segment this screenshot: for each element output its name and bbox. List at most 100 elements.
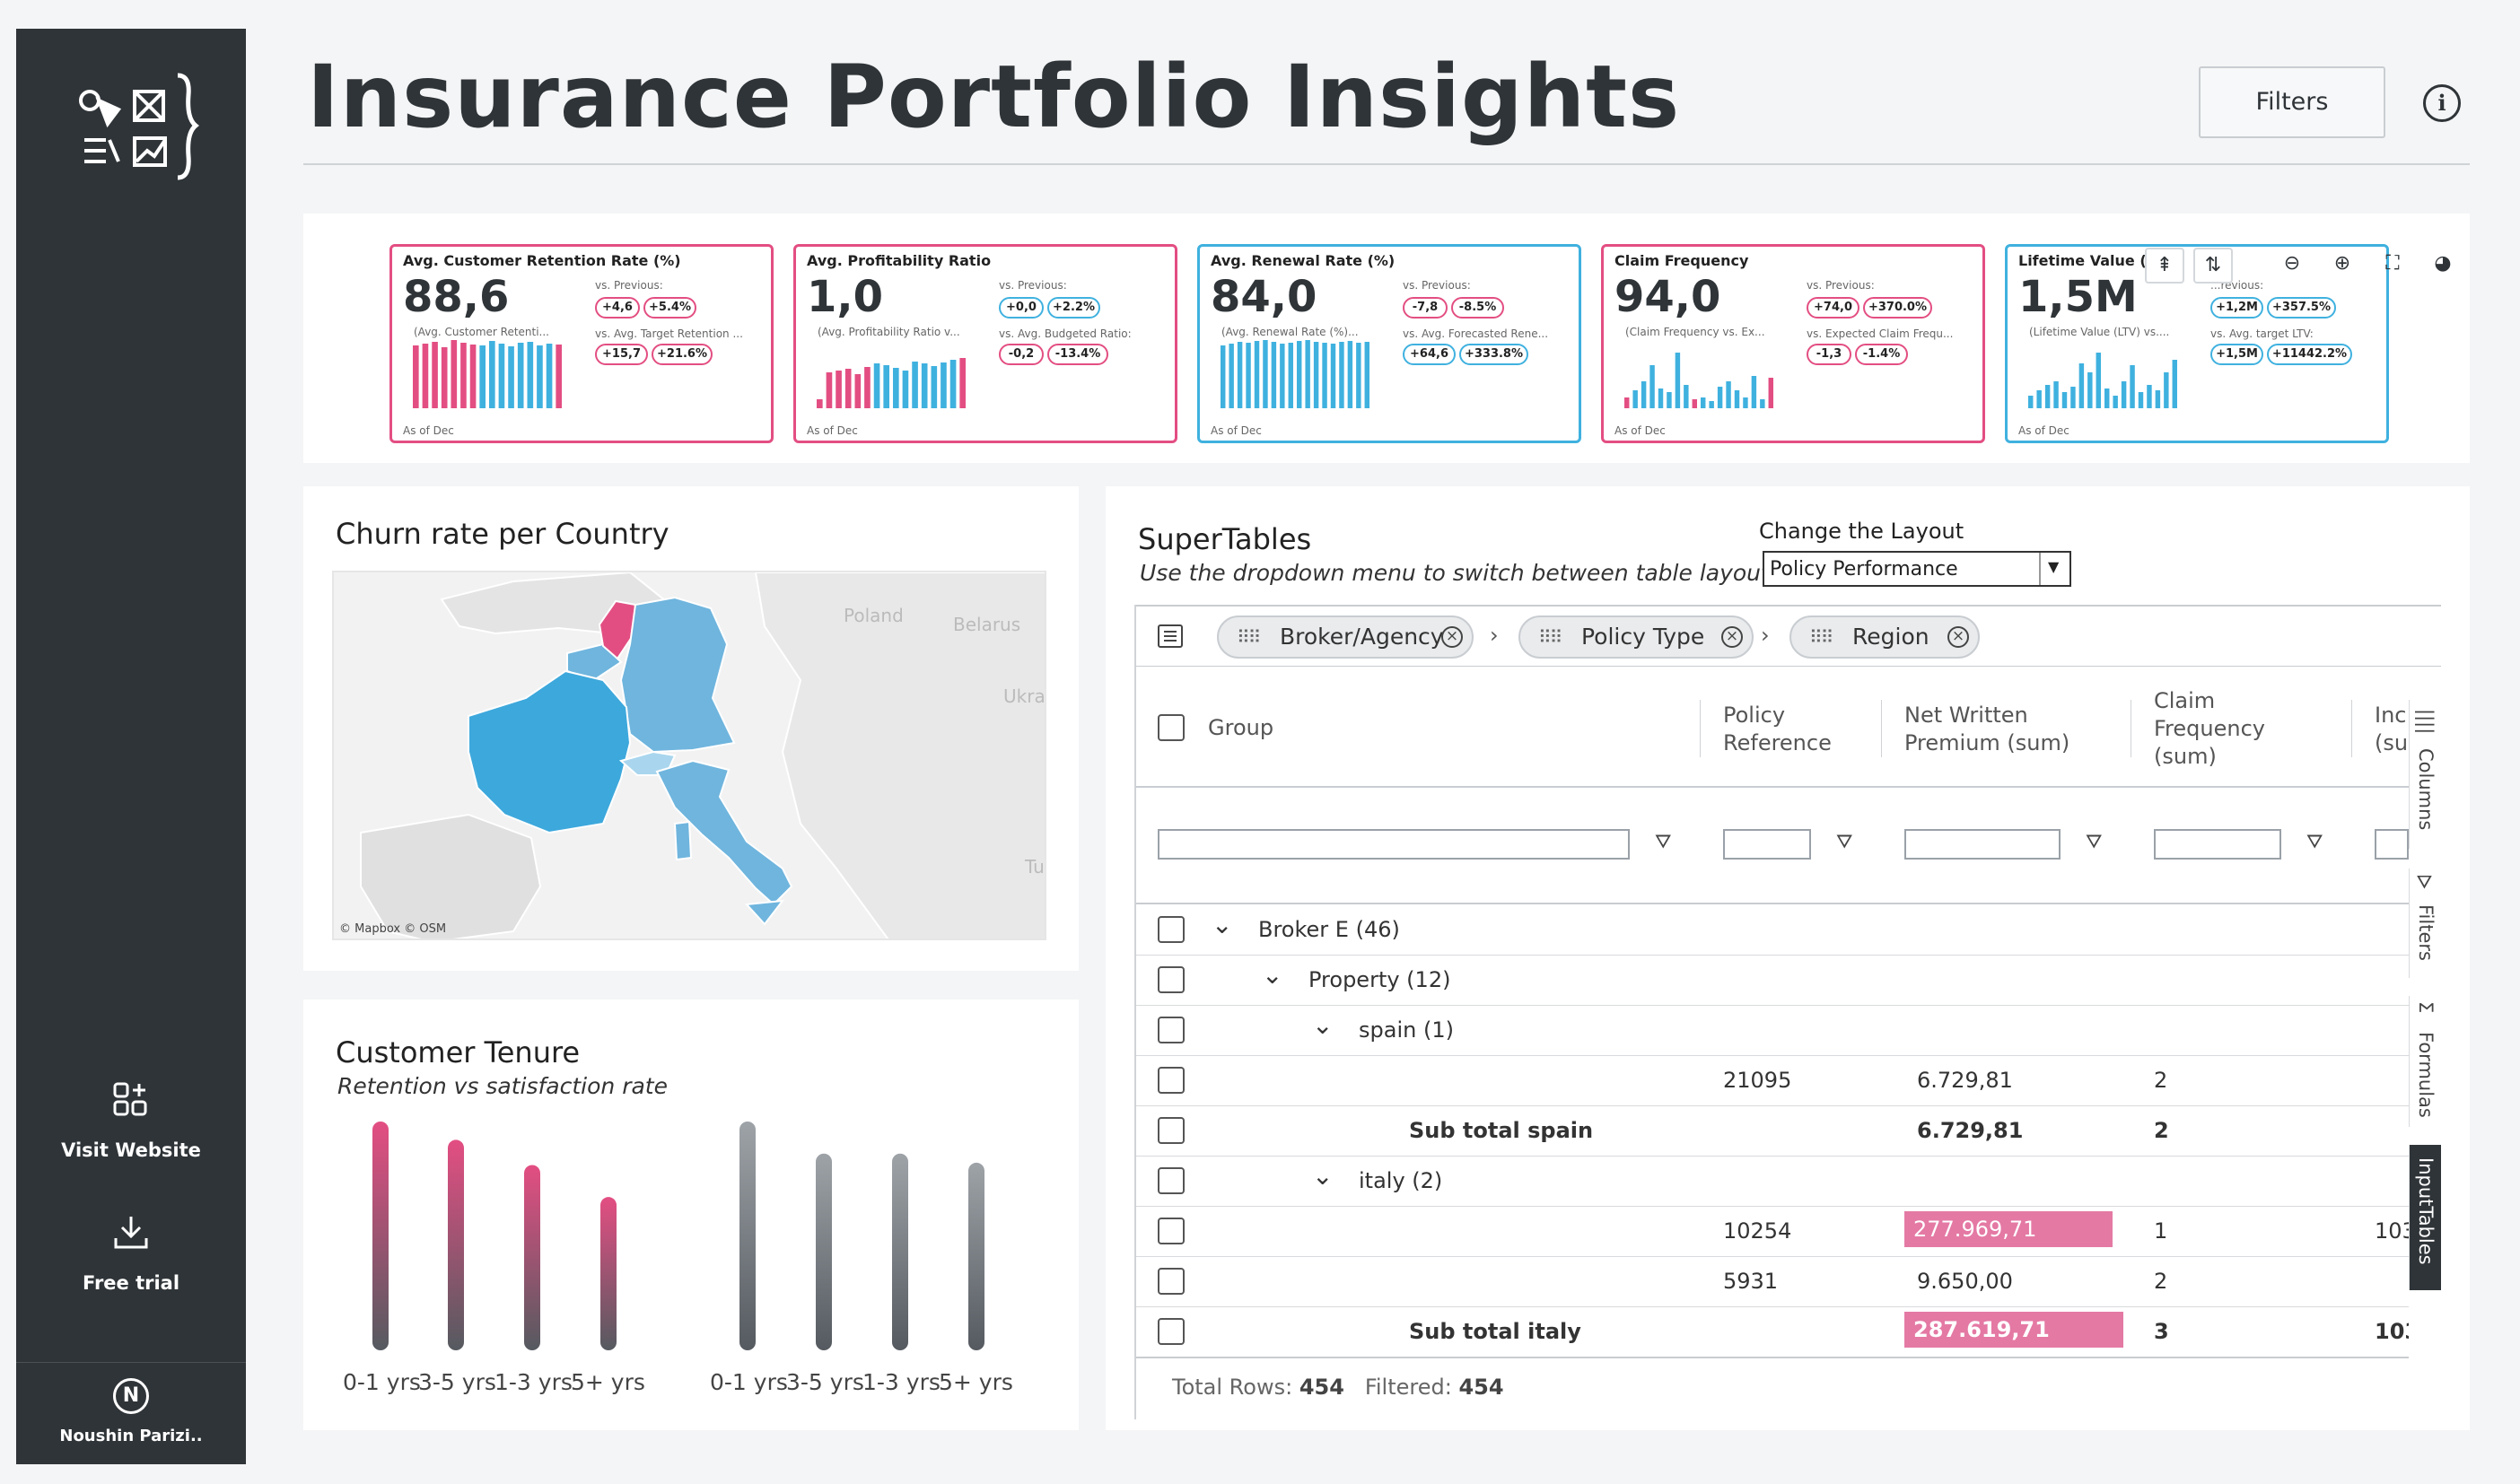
kpi-prev-label: vs. Previous:: [595, 279, 663, 292]
kpi-bar: [826, 372, 833, 408]
download-icon[interactable]: [113, 1215, 149, 1251]
drag-handle-icon[interactable]: ⠿⠿: [1538, 626, 1562, 648]
map-attribution: © Mapbox © OSM: [339, 922, 447, 936]
info-icon[interactable]: i: [2423, 84, 2461, 122]
retention-bar[interactable]: [448, 1139, 464, 1350]
kpi-target-label: vs. Avg. Forecasted Rene...: [1403, 327, 1549, 340]
zoom-out-icon[interactable]: ⊖: [2283, 252, 2301, 275]
expand-chevron-icon[interactable]: ⌄: [1312, 1010, 1334, 1040]
app-logo[interactable]: [66, 68, 201, 185]
satisfaction-bar[interactable]: [968, 1162, 984, 1350]
chip-label: Region: [1852, 624, 1929, 650]
kpi-card[interactable]: Claim Frequency 94,0 (Claim Frequency vs. …: [1601, 244, 1985, 443]
kpi-title: Avg. Profitability Ratio: [807, 252, 992, 269]
visit-website-icon[interactable]: [113, 1082, 149, 1118]
sort-icon[interactable]: ⇅: [2193, 248, 2233, 284]
row-checkbox[interactable]: [1158, 1167, 1185, 1194]
chip-label: Policy Type: [1581, 624, 1705, 650]
tab-filters[interactable]: ⛛ Filters: [2409, 869, 2441, 978]
filter-icon[interactable]: ⛛: [2306, 831, 2323, 853]
kpi-bar: [883, 365, 889, 408]
kpi-delta-badge: +333.8%: [1459, 344, 1528, 365]
kpi-prev-label: vs. Previous:: [1807, 279, 1875, 292]
tab-formulas[interactable]: Σ Formulas: [2409, 996, 2441, 1127]
kpi-delta-badge: -7,8: [1403, 297, 1448, 319]
chip-policy-type[interactable]: ⠿⠿ Policy Type ×: [1518, 615, 1754, 659]
churn-map[interactable]: Poland Belarus Ukra Tu © Mapbox © OSM: [332, 571, 1046, 940]
kpi-bar: [1364, 342, 1369, 408]
filter-input-group[interactable]: [1158, 829, 1630, 860]
free-trial-link[interactable]: Free trial: [82, 1272, 180, 1294]
satisfaction-bar[interactable]: [739, 1122, 756, 1350]
filter-input-claim-frequency[interactable]: [2154, 829, 2281, 860]
row-checkbox[interactable]: [1158, 1268, 1185, 1295]
col-header-policy-reference[interactable]: Policy Reference: [1723, 703, 1832, 755]
retention-bar[interactable]: [600, 1197, 617, 1350]
col-header-group[interactable]: Group: [1208, 715, 1274, 740]
kpi-bar: [836, 371, 842, 408]
kpi-bar: [1760, 399, 1765, 408]
col-header-claim-frequency[interactable]: Claim Frequency (sum): [2154, 688, 2265, 769]
kpi-bar: [1313, 342, 1319, 408]
kpi-bar: [949, 360, 957, 408]
chip-region[interactable]: ⠿⠿ Region ×: [1789, 615, 1980, 659]
kpi-card[interactable]: Avg. Renewal Rate (%) 84,0 (Avg. Renewal R…: [1197, 244, 1581, 443]
row-checkbox[interactable]: [1158, 1318, 1185, 1345]
col-header-net-written-premium[interactable]: Net Written Premium (sum): [1904, 703, 2070, 755]
kpi-bar: [1734, 390, 1740, 408]
filter-icon[interactable]: ⛛: [1836, 831, 1853, 853]
retention-bar[interactable]: [372, 1122, 389, 1350]
chip-label: Broker/Agency: [1280, 624, 1444, 650]
expand-chevron-icon[interactable]: ⌄: [1262, 960, 1283, 990]
kpi-card[interactable]: Avg. Profitability Ratio 1,0 (Avg. Profita…: [793, 244, 1177, 443]
tenure-category-label: 0-1 yrs: [710, 1369, 788, 1395]
row-checkbox[interactable]: [1158, 1017, 1185, 1043]
remove-chip-icon[interactable]: ×: [1721, 626, 1743, 648]
visit-website-link[interactable]: Visit Website: [61, 1139, 201, 1161]
row-checkbox[interactable]: [1158, 966, 1185, 993]
kpi-value: 88,6: [403, 272, 510, 322]
drag-handle-icon[interactable]: ⠿⠿: [1237, 626, 1261, 648]
kpi-sparkline: [413, 340, 562, 408]
chip-broker-agency[interactable]: ⠿⠿ Broker/Agency ×: [1217, 615, 1474, 659]
tab-columns[interactable]: |||| Columns: [2409, 700, 2441, 849]
satisfaction-bar[interactable]: [816, 1153, 832, 1350]
remove-chip-icon[interactable]: ×: [1441, 626, 1463, 648]
drag-handle-icon[interactable]: ⠿⠿: [1809, 626, 1833, 648]
avatar[interactable]: N: [113, 1378, 149, 1414]
kpi-as-of: As of Dec: [807, 424, 858, 437]
table-row[interactable]: [1136, 1306, 2409, 1357]
row-checkbox[interactable]: [1158, 1117, 1185, 1144]
row-checkbox[interactable]: [1158, 1218, 1185, 1244]
row-checkbox[interactable]: [1158, 916, 1185, 943]
filter-input-inc[interactable]: [2375, 829, 2409, 860]
table-row[interactable]: [1136, 1105, 2409, 1156]
row-checkbox[interactable]: [1158, 1067, 1185, 1094]
palette-icon[interactable]: ◕: [2434, 252, 2452, 275]
select-all-checkbox[interactable]: [1158, 714, 1185, 741]
cell-group: italy (2): [1359, 1168, 1443, 1193]
map-label-belarus: Belarus: [953, 614, 1021, 635]
tab-inputtables[interactable]: InputTables: [2409, 1145, 2441, 1290]
filter-icon[interactable]: ⛛: [1655, 831, 1672, 853]
filter-input-net-written-premium[interactable]: [1904, 829, 2061, 860]
kpi-bar: [2028, 396, 2034, 408]
fullscreen-icon[interactable]: ⛶: [2385, 252, 2400, 275]
remove-chip-icon[interactable]: ×: [1947, 626, 1969, 648]
satisfaction-bar[interactable]: [892, 1153, 908, 1350]
align-top-icon[interactable]: ⇞: [2145, 248, 2184, 284]
tenure-category-label: 5+ yrs: [939, 1369, 1013, 1395]
kpi-value: 1,0: [807, 272, 884, 322]
kpi-bar: [1254, 341, 1260, 408]
layout-select[interactable]: Policy Performance ▼: [1763, 551, 2071, 587]
col-header-inc[interactable]: Inc (su: [2375, 703, 2409, 755]
expand-chevron-icon[interactable]: ⌄: [1312, 1161, 1334, 1191]
zoom-in-icon[interactable]: ⊕: [2333, 252, 2351, 275]
filter-input-policy-reference[interactable]: [1723, 829, 1811, 860]
expand-chevron-icon[interactable]: ⌄: [1212, 910, 1233, 939]
retention-bar[interactable]: [524, 1165, 540, 1350]
filter-icon[interactable]: ⛛: [2086, 831, 2103, 853]
table-settings-icon[interactable]: [1158, 624, 1183, 648]
filters-button[interactable]: Filters: [2199, 66, 2385, 138]
kpi-card[interactable]: Avg. Customer Retention Rate (%) 88,6 (Avg…: [389, 244, 774, 443]
